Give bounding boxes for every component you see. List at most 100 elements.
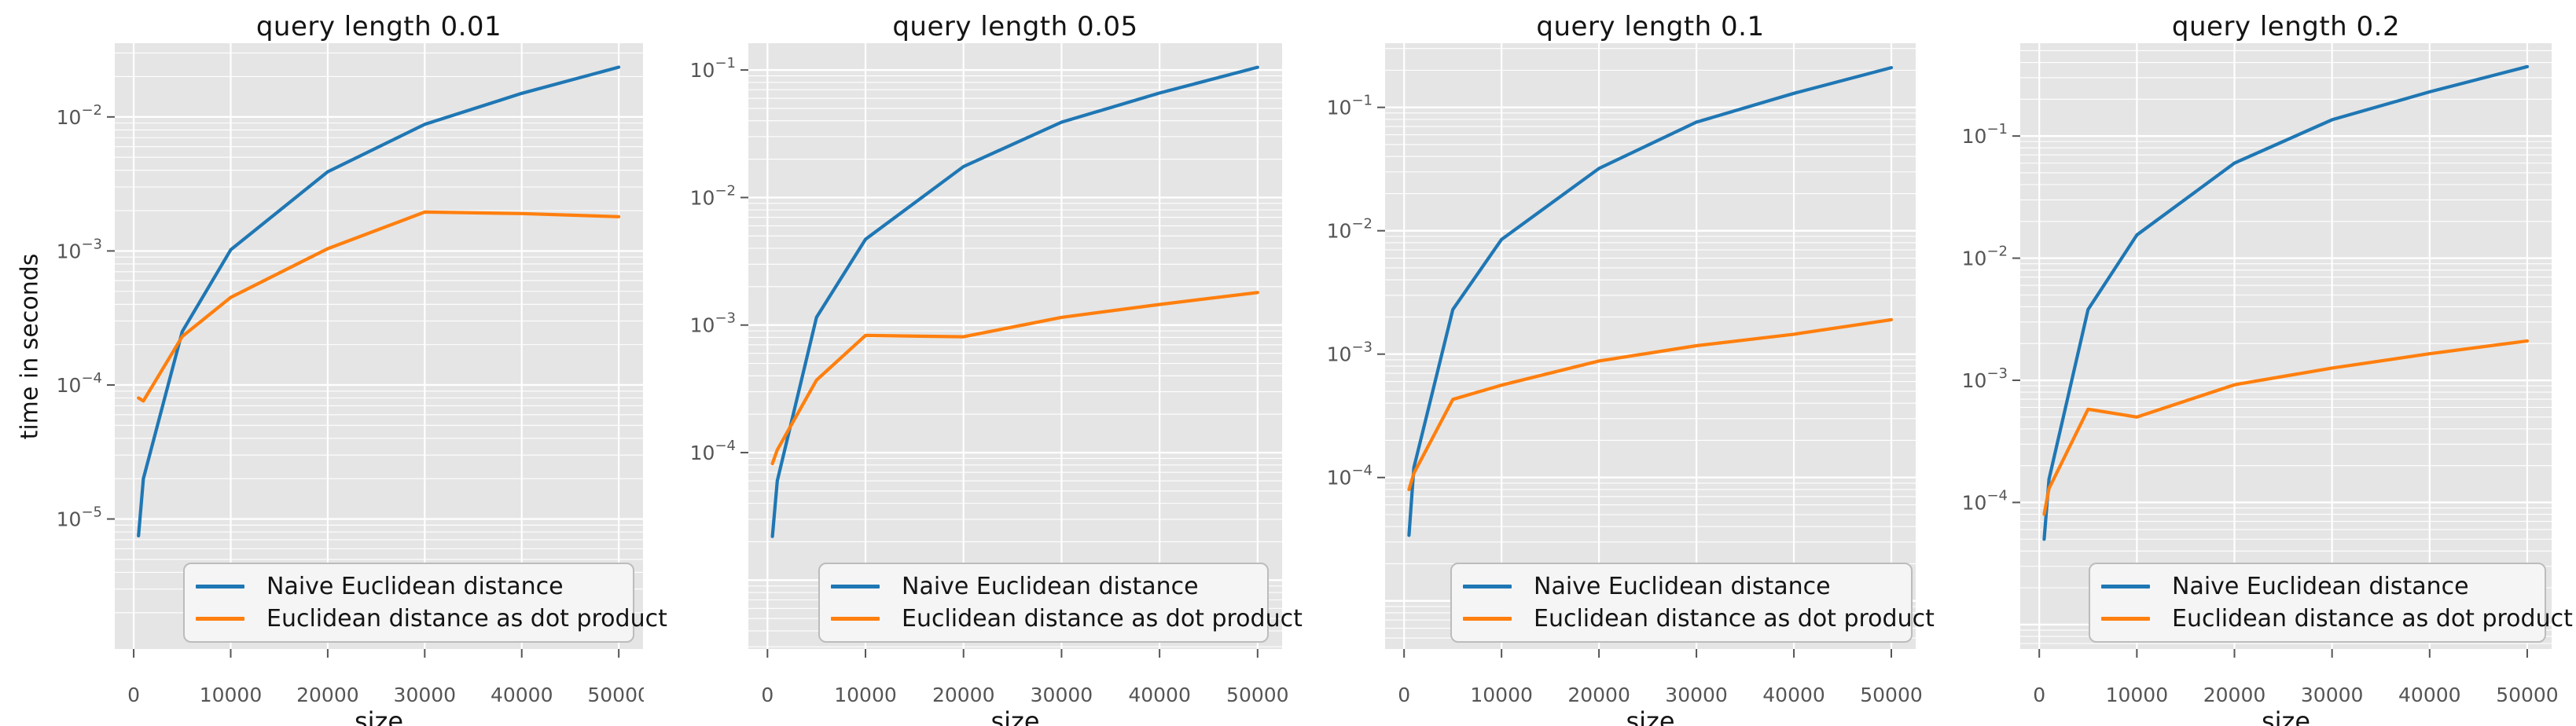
dot-product-line-swatch	[196, 617, 244, 622]
subplot-query-length-0.1: 0 10000 20000 30000 40000 50000 10−1 10−2 10−3 10…	[1288, 0, 1935, 726]
plot-background	[1385, 43, 1916, 649]
x-tick-label: 20000	[2203, 684, 2266, 706]
dot-product-line-swatch	[831, 617, 880, 622]
legend-label: Naive Euclidean distance	[2172, 572, 2469, 600]
tick-marks	[740, 69, 1259, 658]
x-tick-labels: 0 10000 20000 30000 40000 50000	[1398, 684, 1923, 706]
x-tick-label: 0	[1398, 684, 1410, 706]
x-tick-label: 20000	[1567, 684, 1630, 706]
plot-area: 0 10000 20000 30000 40000 50000 10−1 10−2 10−3 10…	[1962, 43, 2559, 706]
x-tick-labels: 0 10000 20000 30000 40000 50000	[2033, 684, 2558, 706]
y-tick-labels: 10−2 10−3 10−4 10−5	[57, 102, 102, 531]
dot-product-line-swatch	[1463, 617, 1512, 622]
y-axis-label: time in seconds	[16, 253, 44, 439]
x-tick-label: 30000	[2301, 684, 2364, 706]
naive-euclidean-line	[137, 65, 621, 538]
tick-marks	[1377, 106, 1893, 658]
y-tick-label: 10−4	[57, 370, 102, 397]
chart-title: query length 0.1	[1536, 11, 1765, 42]
chart-title: query length 0.05	[892, 11, 1138, 42]
x-tick-labels: 0 10000 20000 30000 40000 50000	[127, 684, 644, 706]
y-tick-label: 10−2	[690, 182, 736, 209]
x-tick-label: 50000	[587, 684, 644, 706]
dot-product-line	[2042, 339, 2530, 516]
legend-label: Euclidean distance as dot product	[266, 605, 667, 633]
x-tick-label: 10000	[2106, 684, 2169, 706]
x-tick-label: 40000	[2398, 684, 2461, 706]
plot-area: 0 10000 20000 30000 40000 5000010−110−210−310…	[1327, 43, 1923, 706]
x-tick-label: 20000	[932, 684, 995, 706]
legend-item-naive: Naive Euclidean distance	[1463, 573, 1903, 600]
y-tick-label: 10−4	[690, 438, 736, 464]
x-tick-label: 30000	[1031, 684, 1093, 706]
naive-euclidean-line	[770, 65, 1259, 538]
x-tick-label: 0	[127, 684, 140, 706]
legend-item-dot-product: Euclidean distance as dot product	[1463, 605, 1935, 632]
dot-product-line-swatch	[2101, 617, 2150, 622]
y-tick-label: 10−1	[1327, 93, 1373, 119]
x-tick-label: 40000	[491, 684, 553, 706]
subplot-query-length-0.05: 0 10000 20000 30000 40000 50000 10−1 10−2 10−3 10…	[644, 0, 1303, 726]
dot-product-line	[770, 291, 1259, 466]
y-tick-labels: 10−1 10−2 10−3 10−4	[1962, 121, 2008, 514]
legend-box: Naive Euclidean distance Euclidean dista…	[2089, 563, 2573, 643]
legend-box: Naive Euclidean distance Euclidean dista…	[1450, 563, 1935, 643]
naive-line-swatch	[1463, 584, 1512, 588]
x-tick-label: 40000	[1762, 684, 1825, 706]
x-major-gridlines	[2038, 43, 2529, 649]
x-axis-label: size	[354, 706, 404, 726]
naive-line-swatch	[831, 584, 880, 588]
plot-area: 0 10000 20000 30000 40000 5000010−210−310−410…	[57, 43, 644, 706]
x-axis-label: size	[990, 706, 1040, 726]
subplot-query-length-0.01: 0 10000 20000 30000 40000 50000 10−2 10−3 10−4 10…	[0, 0, 667, 726]
y-tick-label: 10−3	[1962, 365, 2008, 392]
legend-item-dot-product: Euclidean distance as dot product	[831, 605, 1303, 632]
tick-marks	[107, 116, 620, 658]
x-tick-label: 40000	[1128, 684, 1191, 706]
x-axis-label: size	[2261, 706, 2311, 726]
legend-box: Naive Euclidean distance Euclidean dista…	[183, 563, 667, 643]
legend-label: Naive Euclidean distance	[266, 572, 564, 600]
x-tick-label: 0	[2033, 684, 2045, 706]
x-tick-label: 20000	[296, 684, 359, 706]
x-axis-label: size	[1626, 706, 1675, 726]
y-tick-label: 10−2	[1962, 244, 2008, 270]
x-major-gridlines	[1403, 43, 1893, 649]
naive-euclidean-line	[1407, 65, 1894, 537]
legend-item-dot-product: Euclidean distance as dot product	[196, 605, 667, 632]
legend-box: Naive Euclidean distance Euclidean dista…	[818, 563, 1303, 643]
y-tick-label: 10−5	[57, 504, 102, 531]
legend-item-dot-product: Euclidean distance as dot product	[2101, 605, 2573, 632]
x-tick-label: 50000	[1860, 684, 1923, 706]
x-tick-label: 50000	[1226, 684, 1288, 706]
x-tick-label: 0	[761, 684, 774, 706]
y-tick-label: 10−4	[1327, 463, 1373, 490]
x-tick-label: 10000	[834, 684, 897, 706]
naive-line-swatch	[196, 584, 244, 588]
plot-area: 0 10000 20000 30000 40000 5000010−110−210−310…	[690, 43, 1288, 706]
y-tick-label: 10−3	[57, 236, 102, 262]
legend-item-naive: Naive Euclidean distance	[196, 573, 625, 600]
subplot-query-length-0.2: 0 10000 20000 30000 40000 50000 10−1 10−2 10−3 10…	[1932, 0, 2576, 726]
legend-item-naive: Naive Euclidean distance	[2101, 573, 2537, 600]
y-tick-labels: 10−1 10−2 10−3 10−4	[690, 55, 736, 464]
chart-title: query length 0.01	[255, 11, 502, 42]
x-tick-label: 30000	[1665, 684, 1728, 706]
legend-item-naive: Naive Euclidean distance	[831, 573, 1259, 600]
x-tick-label: 30000	[394, 684, 457, 706]
legend-label: Naive Euclidean distance	[902, 572, 1199, 600]
x-tick-labels: 0 10000 20000 30000 40000 50000	[761, 684, 1288, 706]
legend-label: Euclidean distance as dot product	[902, 605, 1303, 633]
x-tick-label: 50000	[2496, 684, 2559, 706]
plot-background	[748, 43, 1282, 649]
y-tick-label: 10−3	[1327, 339, 1373, 366]
x-major-gridlines	[132, 43, 620, 649]
y-tick-label: 10−2	[1327, 216, 1373, 243]
y-tick-label: 10−1	[1962, 121, 2008, 148]
plot-background	[115, 43, 643, 649]
y-major-gridlines	[115, 116, 643, 520]
naive-euclidean-line	[2042, 64, 2530, 541]
dot-product-line	[137, 210, 621, 403]
y-tick-label: 10−1	[690, 55, 736, 82]
